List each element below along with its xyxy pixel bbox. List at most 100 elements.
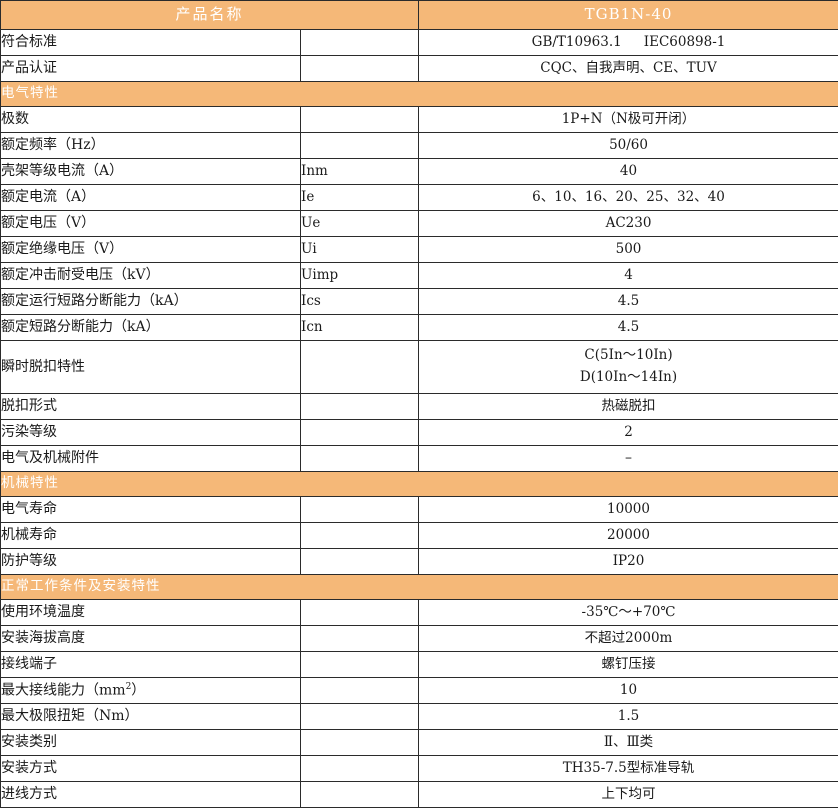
spec-label: 进线方式 <box>1 782 301 808</box>
table-row: 瞬时脱扣特性 C(5In～10In)D(10In～14In) <box>1 341 838 394</box>
section-header-label: 正常工作条件及安装特性 <box>1 575 838 600</box>
spec-value: 40 <box>419 159 838 185</box>
spec-value: 4 <box>419 263 838 289</box>
spec-symbol <box>301 523 419 549</box>
spec-symbol <box>301 549 419 575</box>
table-row: 额定频率（Hz） 50/60 <box>1 133 838 159</box>
spec-label: 最大极限扭矩（Nm） <box>1 704 301 730</box>
spec-label: 瞬时脱扣特性 <box>1 341 301 394</box>
spec-value: 2 <box>419 420 838 446</box>
spec-value-line: C(5In～10In) <box>419 345 838 367</box>
spec-symbol: Ue <box>301 211 419 237</box>
spec-symbol <box>301 133 419 159</box>
unit-superscript: 2 <box>126 682 132 692</box>
spec-symbol <box>301 56 419 82</box>
spec-label: 防护等级 <box>1 549 301 575</box>
table-row: 安装类别 Ⅱ、Ⅲ类 <box>1 730 838 756</box>
spec-value: 500 <box>419 237 838 263</box>
spec-value: 上下均可 <box>419 782 838 808</box>
table-row: 电气及机械附件– <box>1 446 838 472</box>
spec-value: 1P+N（N极可开闭） <box>419 107 838 133</box>
spec-symbol <box>301 394 419 420</box>
table-row: 电气寿命 10000 <box>1 497 838 523</box>
spec-value: 热磁脱扣 <box>419 394 838 420</box>
table-row: 进线方式 上下均可 <box>1 782 838 808</box>
spec-label: 接线端子 <box>1 652 301 678</box>
table-row: 符合标准 GB/T10963.1 IEC60898-1 <box>1 30 838 56</box>
spec-label: 额定频率（Hz） <box>1 133 301 159</box>
section-header-row: 机械特性 <box>1 472 838 497</box>
spec-value: 4.5 <box>419 289 838 315</box>
spec-symbol <box>301 678 419 704</box>
spec-value: Ⅱ、Ⅲ类 <box>419 730 838 756</box>
spec-symbol <box>301 107 419 133</box>
table-row: 使用环境温度 -35℃～+70℃ <box>1 600 838 626</box>
spec-value: 20000 <box>419 523 838 549</box>
spec-symbol <box>301 704 419 730</box>
spec-value: AC230 <box>419 211 838 237</box>
product-name-header: 产品名称 <box>1 1 419 30</box>
table-row: 最大接线能力（mm2）10 <box>1 678 838 704</box>
spec-label: 额定电压（V） <box>1 211 301 237</box>
spec-symbol <box>301 756 419 782</box>
spec-label: 额定短路分断能力（kA） <box>1 315 301 341</box>
spec-symbol: Icn <box>301 315 419 341</box>
spec-value: -35℃～+70℃ <box>419 600 838 626</box>
spec-symbol <box>301 497 419 523</box>
spec-label: 安装海拔高度 <box>1 626 301 652</box>
table-row: 脱扣形式 热磁脱扣 <box>1 394 838 420</box>
spec-value: 4.5 <box>419 315 838 341</box>
section-header-label: 机械特性 <box>1 472 838 497</box>
product-model-header: TGB1N-40 <box>419 1 838 30</box>
spec-label: 符合标准 <box>1 30 301 56</box>
spec-value: 10 <box>419 678 838 704</box>
spec-label: 额定绝缘电压（V） <box>1 237 301 263</box>
spec-value: 50/60 <box>419 133 838 159</box>
spec-label: 产品认证 <box>1 56 301 82</box>
spec-symbol <box>301 341 419 394</box>
spec-label: 脱扣形式 <box>1 394 301 420</box>
spec-label: 额定冲击耐受电压（kV） <box>1 263 301 289</box>
spec-symbol <box>301 652 419 678</box>
spec-label: 安装类别 <box>1 730 301 756</box>
spec-symbol <box>301 782 419 808</box>
spec-symbol <box>301 730 419 756</box>
spec-value: 10000 <box>419 497 838 523</box>
section-header-row: 正常工作条件及安装特性 <box>1 575 838 600</box>
spec-symbol: Inm <box>301 159 419 185</box>
table-row: 机械寿命 20000 <box>1 523 838 549</box>
spec-value: C(5In～10In)D(10In～14In) <box>419 341 838 394</box>
spec-value: 1.5 <box>419 704 838 730</box>
table-row: 安装海拔高度 不超过2000m <box>1 626 838 652</box>
table-row: 接线端子 螺钉压接 <box>1 652 838 678</box>
spec-value: 螺钉压接 <box>419 652 838 678</box>
spec-label: 极数 <box>1 107 301 133</box>
spec-label: 电气寿命 <box>1 497 301 523</box>
spec-label: 使用环境温度 <box>1 600 301 626</box>
spec-symbol <box>301 600 419 626</box>
spec-value: CQC、自我声明、CE、TUV <box>419 56 838 82</box>
spec-label: 机械寿命 <box>1 523 301 549</box>
spec-label: 电气及机械附件 <box>1 446 301 472</box>
spec-value: TH35-7.5型标准导轨 <box>419 756 838 782</box>
spec-label: 壳架等级电流（A） <box>1 159 301 185</box>
spec-value-part: IEC60898-1 <box>644 34 726 50</box>
section-header-label: 电气特性 <box>1 82 838 107</box>
spec-symbol <box>301 626 419 652</box>
spec-value-part: GB/T10963.1 <box>532 34 622 50</box>
spec-value: 不超过2000m <box>419 626 838 652</box>
spec-label: 额定电流（A） <box>1 185 301 211</box>
section-header-row: 电气特性 <box>1 82 838 107</box>
spec-symbol: Ui <box>301 237 419 263</box>
